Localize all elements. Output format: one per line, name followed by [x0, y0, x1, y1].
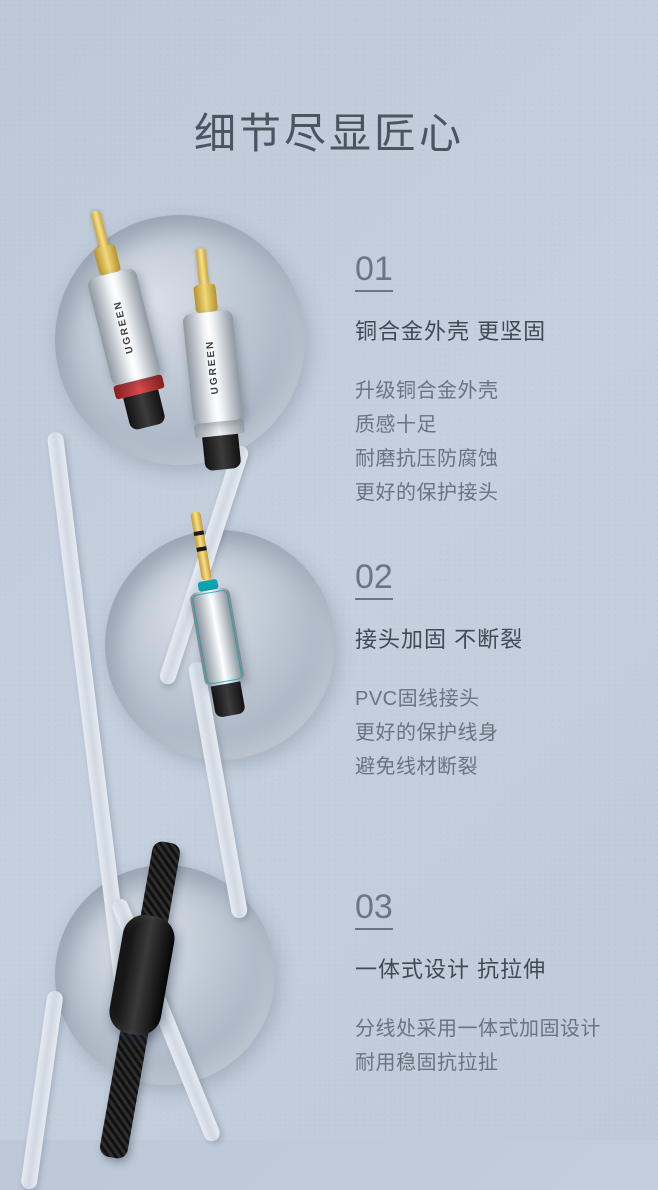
feature-2: 02 接头加固 不断裂 PVC固线接头 更好的保护线身 避免线材断裂	[355, 560, 618, 784]
feature-desc: PVC固线接头 更好的保护线身 避免线材断裂	[355, 682, 618, 784]
feature-number: 03	[355, 890, 393, 930]
rca-sleeve	[202, 434, 241, 472]
cable-segment	[20, 990, 64, 1190]
feature-3: 03 一体式设计 抗拉伸 分线处采用一体式加固设计 耐用稳固抗拉扯	[355, 890, 618, 1080]
feature-desc: 升级铜合金外壳 质感十足 耐磨抗压防腐蚀 更好的保护接头	[355, 374, 618, 510]
desc-line: 更好的保护线身	[355, 716, 618, 750]
jack-sleeve	[211, 681, 246, 718]
feature-number: 02	[355, 560, 393, 600]
desc-line: 避免线材断裂	[355, 750, 618, 784]
brand-label: UGREEN	[112, 299, 136, 355]
desc-line: PVC固线接头	[355, 682, 618, 716]
feature-subtitle: 一体式设计 抗拉伸	[355, 952, 618, 984]
feature-1: 01 铜合金外壳 更坚固 升级铜合金外壳 质感十足 耐磨抗压防腐蚀 更好的保护接…	[355, 252, 618, 510]
page-title: 细节尽显匠心	[0, 100, 658, 161]
rca-pin	[90, 210, 109, 249]
desc-line: 质感十足	[355, 408, 618, 442]
desc-line: 耐用稳固抗拉扯	[355, 1046, 618, 1080]
feature-subtitle: 接头加固 不断裂	[355, 622, 618, 654]
rca-ring	[193, 283, 218, 313]
jack-tip	[190, 511, 212, 582]
feature-desc: 分线处采用一体式加固设计 耐用稳固抗拉扯	[355, 1012, 618, 1080]
feature-subtitle: 铜合金外壳 更坚固	[355, 314, 618, 346]
desc-line: 分线处采用一体式加固设计	[355, 1012, 618, 1046]
rca-body: UGREEN	[182, 310, 243, 425]
feature-number: 01	[355, 252, 393, 292]
desc-line: 耐磨抗压防腐蚀	[355, 442, 618, 476]
rca-pin	[195, 248, 209, 287]
desc-line: 升级铜合金外壳	[355, 374, 618, 408]
brand-label: UGREEN	[205, 339, 222, 395]
desc-line: 更好的保护接头	[355, 476, 618, 510]
